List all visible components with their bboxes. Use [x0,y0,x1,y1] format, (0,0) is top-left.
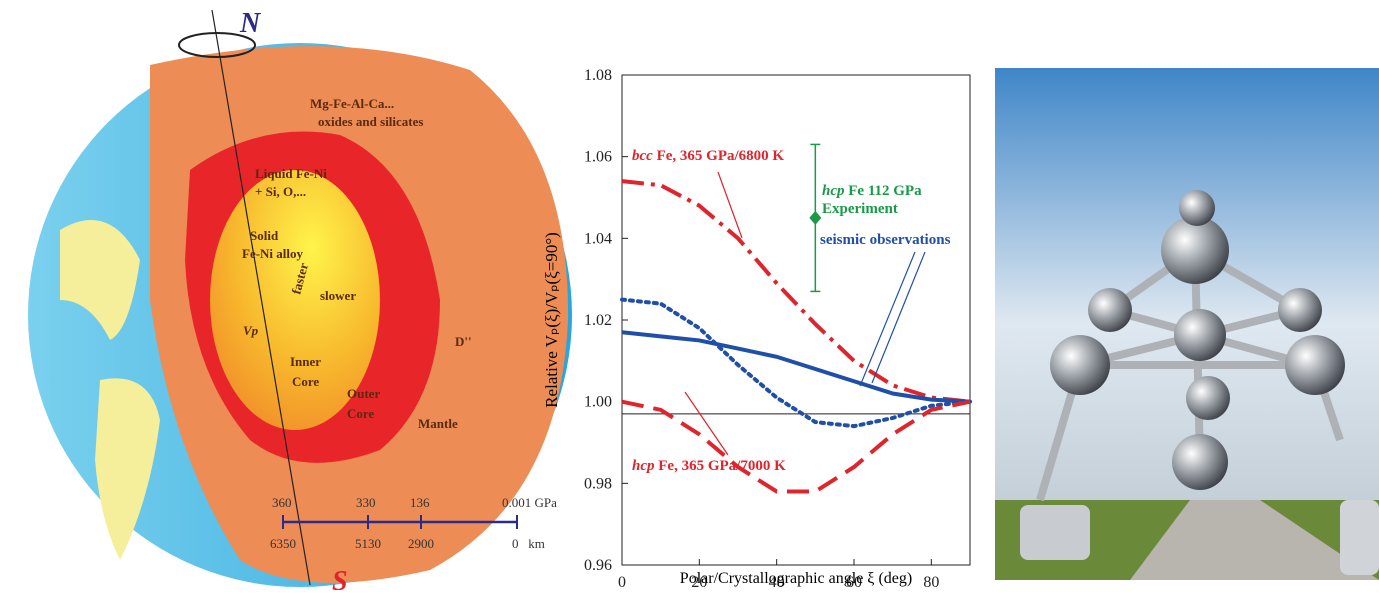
y-axis-label: Relative Vₚ(ξ)/Vₚ(ξ=90°) [542,232,561,408]
annotation-text: Fe, 365 GPa/7000 K [655,458,787,474]
annotation-text: Experiment [822,201,898,217]
label: oxides and silicates [318,114,423,129]
depth-label: 0 km [512,536,545,551]
y-tick-label: 1.08 [584,67,612,84]
annotation: seismic observations [820,232,951,248]
y-tick-label: 1.00 [584,394,612,411]
chart: 0.960.981.001.021.041.061.08020406080Pol… [542,67,970,590]
error-point [809,211,821,225]
depth-label: 2900 [408,536,434,551]
series-line [622,181,970,401]
depth-label: 5130 [355,536,381,551]
depth-label: 6350 [270,536,296,551]
label: Fe-Ni alloy [242,246,304,261]
north-label: N [239,8,262,39]
earth-diagram: N S Mg-Fe-Al-Ca... oxides and silicates … [28,8,572,590]
label: Mg-Fe-Al-Ca... [310,96,394,111]
pressure-label: 330 [356,495,376,510]
annotation-italic: hcp [822,183,845,199]
annotation-arrow [718,172,742,238]
photo [995,68,1379,580]
label: Liquid Fe-Ni [255,166,327,181]
annotation-arrow [685,392,728,455]
annotation: Experiment [822,201,898,217]
label: Mantle [418,416,458,431]
annotation-text: Fe, 365 GPa/6800 K [653,148,785,164]
annotation-arrow [872,252,925,383]
label: slower [320,288,356,303]
label: D'' [455,334,472,349]
pressure-label: 360 [272,495,292,510]
label: Core [347,406,374,421]
label: Core [292,374,319,389]
y-tick-label: 1.02 [584,312,612,329]
x-tick-label: 0 [618,574,626,590]
y-tick-label: 0.98 [584,475,612,492]
pressure-label: 136 [410,495,430,510]
label: Vp [243,323,259,338]
annotation: hcp Fe 112 GPa [822,183,922,199]
annotation: bcc Fe, 365 GPa/6800 K [632,148,784,164]
y-tick-label: 1.06 [584,149,612,166]
annotation-italic: hcp [632,458,655,474]
x-axis-label: Polar/Crystallographic angle ξ (deg) [680,570,912,587]
label: Inner [290,354,321,369]
annotation-text: seismic observations [820,232,951,248]
label: Outer [347,386,380,401]
annotation-italic: bcc [632,148,653,164]
annotation-arrow [860,252,915,386]
label: Solid [250,228,279,243]
y-tick-label: 1.04 [584,230,612,247]
pressure-label: 0.001 GPa [502,495,557,510]
y-tick-label: 0.96 [584,557,612,574]
label: + Si, O,... [255,184,306,199]
figure: N S Mg-Fe-Al-Ca... oxides and silicates … [0,0,1379,590]
series-line [622,402,970,492]
x-tick-label: 80 [923,574,939,590]
south-label: S [332,566,348,590]
annotation: hcp Fe, 365 GPa/7000 K [632,458,786,474]
annotation-text: Fe 112 GPa [845,183,923,199]
